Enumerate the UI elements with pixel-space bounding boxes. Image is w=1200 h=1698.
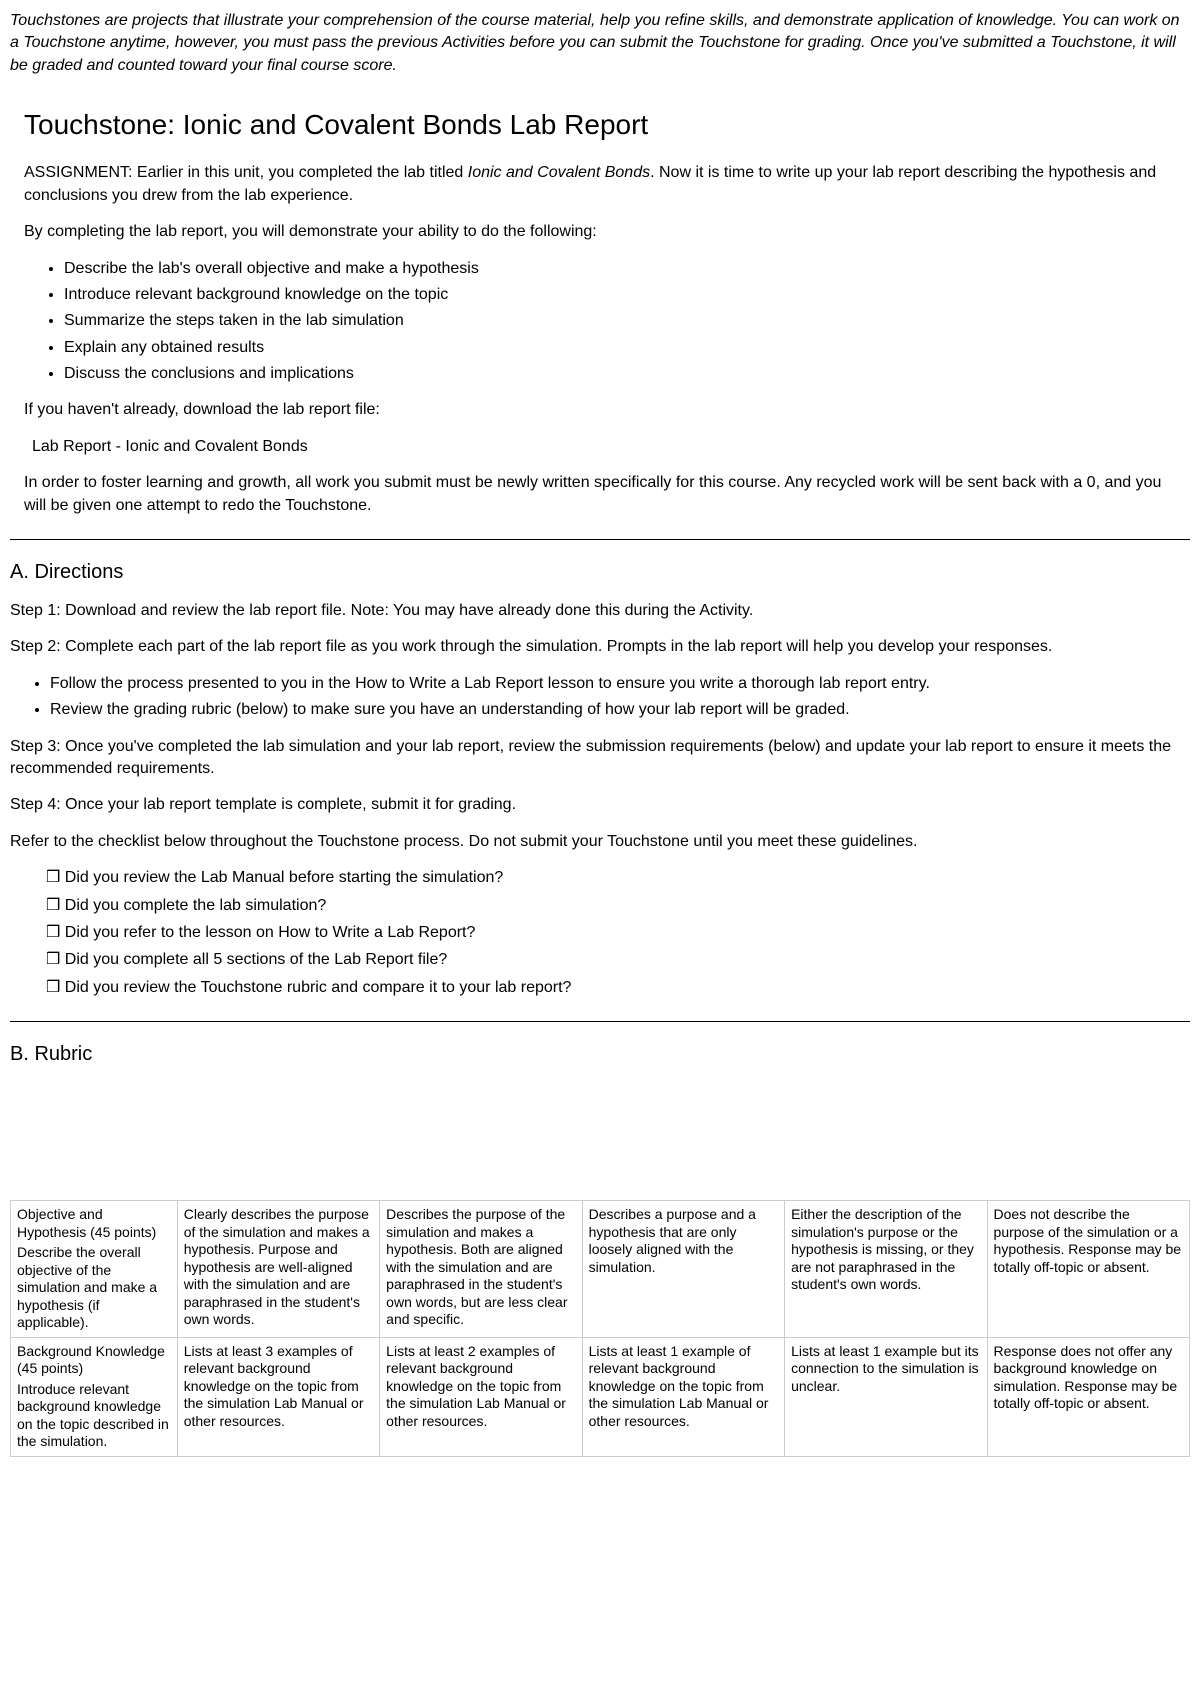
objective-item: Introduce relevant background knowledge … xyxy=(64,284,1176,306)
lab-report-link[interactable]: Lab Report - Ionic and Covalent Bonds xyxy=(24,436,1176,458)
rubric-table: Objective and Hypothesis (45 points) Des… xyxy=(10,1200,1190,1457)
divider xyxy=(10,1021,1190,1022)
rubric-cell: Lists at least 1 example but its connect… xyxy=(785,1337,987,1456)
download-intro: If you haven't already, download the lab… xyxy=(24,399,1176,421)
checklist-item: Did you review the Lab Manual before sta… xyxy=(46,867,1190,889)
assignment-paragraph: ASSIGNMENT: Earlier in this unit, you co… xyxy=(24,162,1176,207)
rubric-cell: Does not describe the purpose of the sim… xyxy=(987,1201,1189,1338)
rubric-row: Objective and Hypothesis (45 points) Des… xyxy=(11,1201,1190,1338)
objective-item: Explain any obtained results xyxy=(64,337,1176,359)
rubric-cell: Response does not offer any background k… xyxy=(987,1337,1189,1456)
rubric-cell: Lists at least 1 example of relevant bac… xyxy=(582,1337,784,1456)
page-title: Touchstone: Ionic and Covalent Bonds Lab… xyxy=(24,105,1176,144)
demo-intro: By completing the lab report, you will d… xyxy=(24,221,1176,243)
checklist-intro: Refer to the checklist below throughout … xyxy=(10,831,1190,853)
directions-heading: A. Directions xyxy=(10,558,1190,586)
main-content: Touchstone: Ionic and Covalent Bonds Lab… xyxy=(10,105,1190,517)
step-2-bullet: Review the grading rubric (below) to mak… xyxy=(50,699,1190,721)
assignment-lab-name: Ionic and Covalent Bonds xyxy=(468,164,650,181)
checklist: Did you review the Lab Manual before sta… xyxy=(10,867,1190,999)
step-2: Step 2: Complete each part of the lab re… xyxy=(10,636,1190,658)
checklist-item: Did you complete all 5 sections of the L… xyxy=(46,949,1190,971)
objective-item: Describe the lab's overall objective and… xyxy=(64,258,1176,280)
step-2-bullets: Follow the process presented to you in t… xyxy=(10,673,1190,722)
divider xyxy=(10,539,1190,540)
checklist-item: Did you complete the lab simulation? xyxy=(46,895,1190,917)
spacer xyxy=(10,1082,1190,1192)
step-4: Step 4: Once your lab report template is… xyxy=(10,794,1190,816)
rubric-criteria-cell: Objective and Hypothesis (45 points) Des… xyxy=(11,1201,178,1338)
rubric-heading: B. Rubric xyxy=(10,1040,1190,1068)
step-2-bullet: Follow the process presented to you in t… xyxy=(50,673,1190,695)
rubric-cell: Either the description of the simulation… xyxy=(785,1201,987,1338)
originality-note: In order to foster learning and growth, … xyxy=(24,472,1176,517)
step-1: Step 1: Download and review the lab repo… xyxy=(10,600,1190,622)
checklist-item: Did you refer to the lesson on How to Wr… xyxy=(46,922,1190,944)
rubric-cell: Describes the purpose of the simulation … xyxy=(380,1201,582,1338)
rubric-criteria-desc: Introduce relevant background knowledge … xyxy=(17,1381,169,1450)
rubric-criteria-desc: Describe the overall objective of the si… xyxy=(17,1244,157,1330)
rubric-row: Background Knowledge (45 points) Introdu… xyxy=(11,1337,1190,1456)
rubric-cell: Lists at least 2 examples of relevant ba… xyxy=(380,1337,582,1456)
rubric-cell: Describes a purpose and a hypothesis tha… xyxy=(582,1201,784,1338)
rubric-cell: Lists at least 3 examples of relevant ba… xyxy=(177,1337,379,1456)
objectives-list: Describe the lab's overall objective and… xyxy=(24,258,1176,386)
assignment-prefix: ASSIGNMENT: Earlier in this unit, you co… xyxy=(24,164,468,181)
rubric-criteria-title: Background Knowledge (45 points) xyxy=(17,1343,171,1378)
objective-item: Discuss the conclusions and implications xyxy=(64,363,1176,385)
rubric-criteria-title: Objective and Hypothesis (45 points) xyxy=(17,1206,171,1241)
objective-item: Summarize the steps taken in the lab sim… xyxy=(64,310,1176,332)
rubric-criteria-cell: Background Knowledge (45 points) Introdu… xyxy=(11,1337,178,1456)
checklist-item: Did you review the Touchstone rubric and… xyxy=(46,977,1190,999)
intro-text: Touchstones are projects that illustrate… xyxy=(10,10,1190,77)
step-3: Step 3: Once you've completed the lab si… xyxy=(10,736,1190,781)
rubric-cell: Clearly describes the purpose of the sim… xyxy=(177,1201,379,1338)
